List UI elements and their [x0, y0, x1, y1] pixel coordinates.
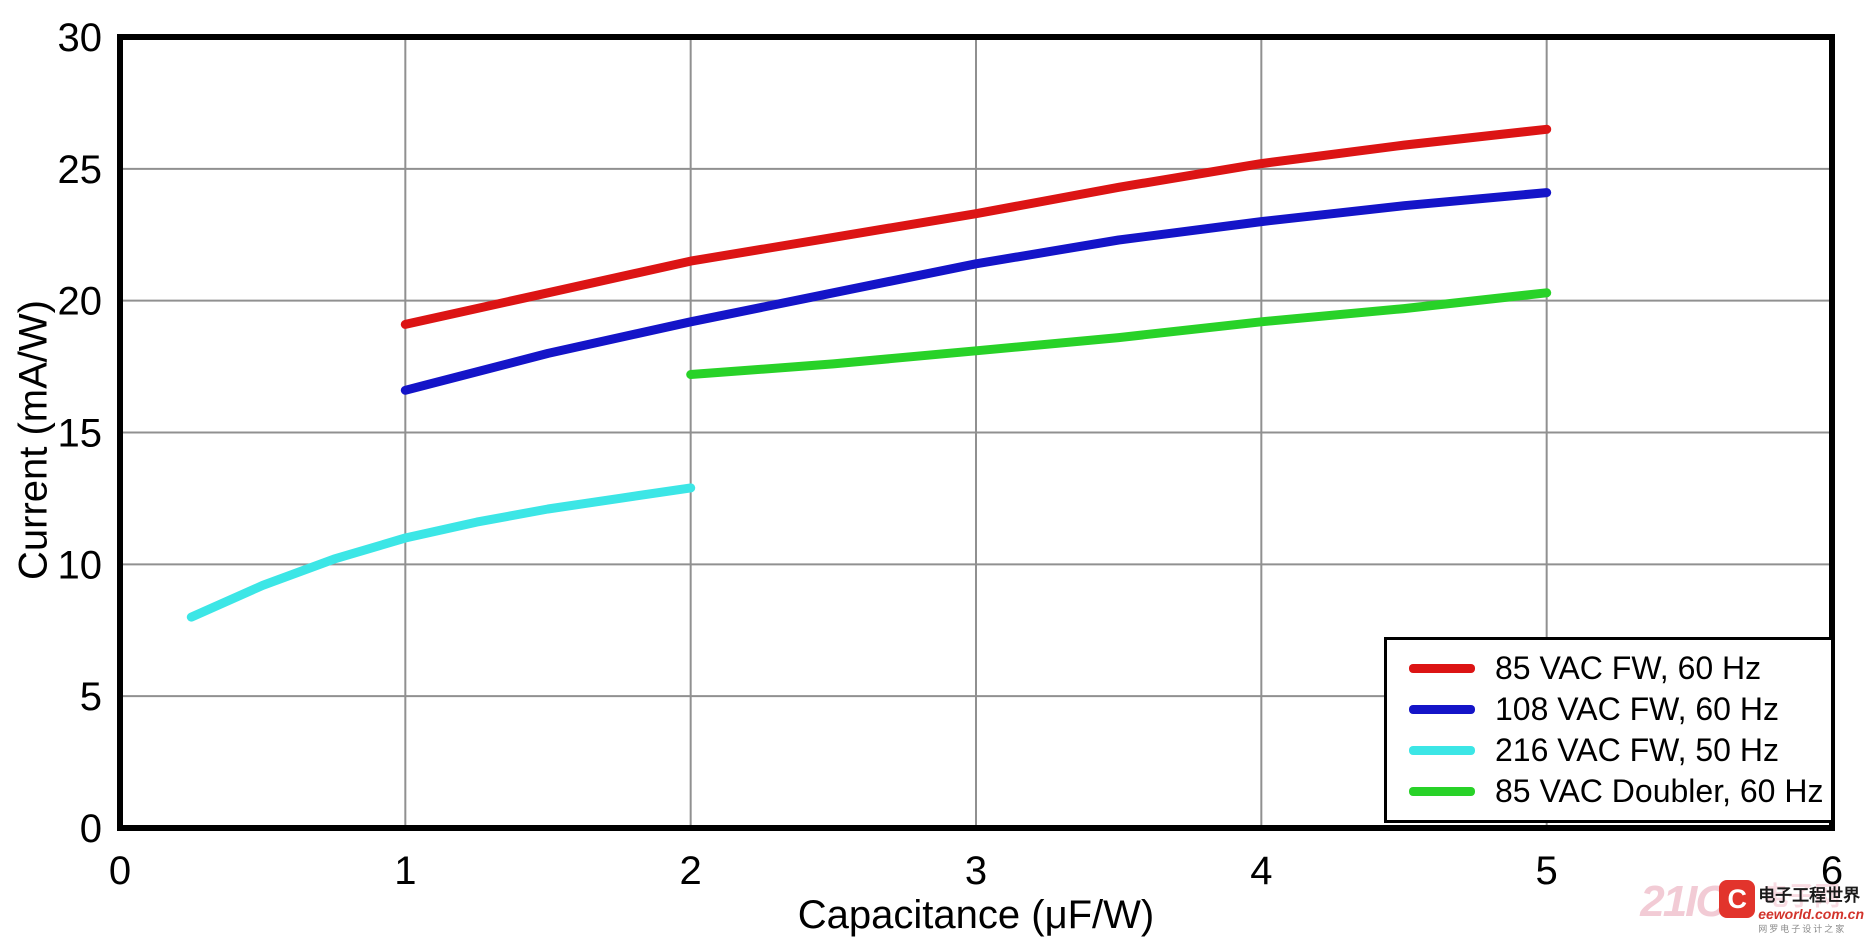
y-tick-label: 10 — [58, 543, 103, 587]
legend-item: 85 VAC Doubler, 60 Hz — [1409, 773, 1831, 810]
legend-line-swatch-cyan — [1409, 746, 1475, 755]
y-tick-label: 15 — [58, 412, 103, 456]
x-tick-label: 3 — [965, 849, 987, 893]
legend-label: 108 VAC FW, 60 Hz — [1495, 691, 1779, 727]
x-axis-title: Capacitance (μF/W) — [797, 893, 1155, 937]
x-tick-label: 4 — [1250, 849, 1272, 893]
y-tick-label: 0 — [80, 807, 102, 851]
legend-item: 216 VAC FW, 50 Hz — [1409, 732, 1831, 769]
legend-line-swatch-blue — [1409, 705, 1475, 714]
y-tick-label: 5 — [80, 675, 102, 719]
watermark-21ic-text: 21IC — [1640, 877, 1727, 926]
x-tick-label: 0 — [109, 849, 131, 893]
watermark-slogan: 网罗电子设计之家 — [1758, 924, 1847, 934]
series-line-3 — [686, 288, 1552, 379]
legend-item: 108 VAC FW, 60 Hz — [1409, 691, 1831, 728]
y-tick-label: 30 — [58, 16, 103, 60]
series-line-0 — [400, 124, 1552, 329]
legend-label: 85 VAC Doubler, 60 Hz — [1495, 773, 1824, 809]
legend: 85 VAC FW, 60 Hz 108 VAC FW, 60 Hz 216 V… — [1384, 637, 1834, 823]
legend-label: 216 VAC FW, 50 Hz — [1495, 732, 1779, 768]
x-tick-label: 6 — [1821, 849, 1843, 893]
watermark-brand-name: 电子工程世界 — [1758, 886, 1861, 905]
series-line-1 — [400, 188, 1552, 395]
y-tick-label: 25 — [58, 148, 103, 192]
legend-line-swatch-red — [1409, 664, 1475, 673]
legend-line-swatch-green — [1409, 787, 1475, 796]
watermark-domain: eeworld.com.cn — [1758, 906, 1864, 922]
x-tick-label: 2 — [680, 849, 702, 893]
eeworld-logo-icon: C — [1719, 880, 1756, 918]
legend-item: 85 VAC FW, 60 Hz — [1409, 650, 1831, 687]
series-line-2 — [186, 483, 696, 622]
x-tick-label: 1 — [394, 849, 416, 893]
plot-border — [117, 34, 1835, 831]
watermark-ghost-text: 电子网 — [1762, 881, 1841, 911]
watermark: 21IC C 电子网 电子工程世界 eeworld.com.cn 网罗电子设计之… — [1640, 880, 1864, 935]
y-tick-label: 20 — [58, 280, 103, 324]
y-axis-title: Current (mA/W) — [11, 300, 56, 580]
x-tick-label: 5 — [1536, 849, 1558, 893]
legend-label: 85 VAC FW, 60 Hz — [1495, 650, 1762, 686]
